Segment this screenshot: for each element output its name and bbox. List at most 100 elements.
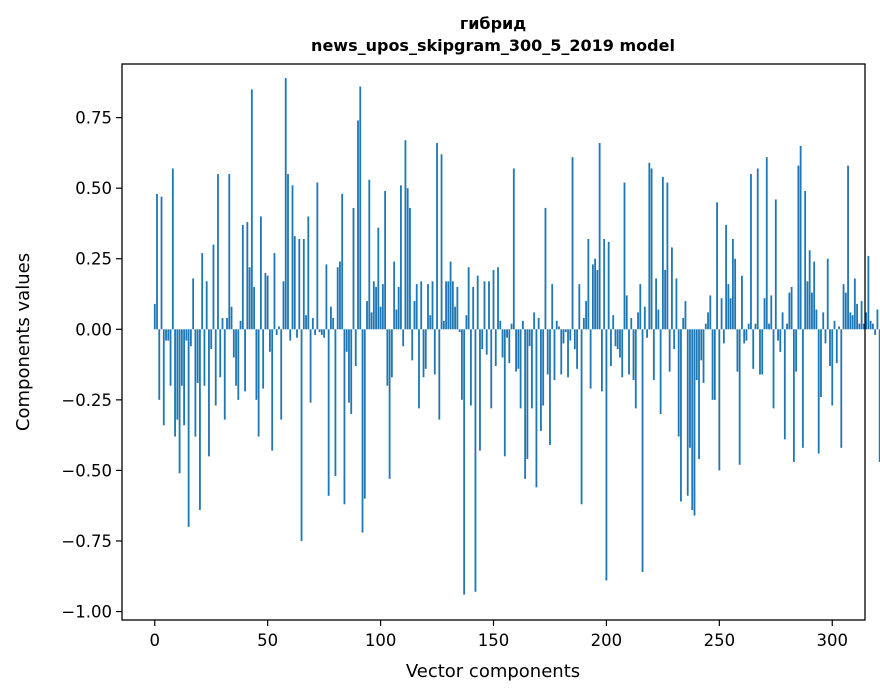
bar-215 xyxy=(639,284,642,330)
bar-130 xyxy=(447,281,450,330)
bar-15 xyxy=(187,329,190,527)
bar-77 xyxy=(327,329,330,496)
bar-183 xyxy=(567,329,569,378)
bar-230 xyxy=(673,329,676,350)
bar-122 xyxy=(429,315,432,330)
x-axis-ticks: 0 50 100 150 200 250 300 xyxy=(149,620,848,650)
bar-154 xyxy=(501,329,504,358)
bar-175 xyxy=(549,329,551,446)
bar-123 xyxy=(431,281,434,330)
bar-315 xyxy=(865,312,868,330)
bar-270 xyxy=(763,298,766,330)
bar-67 xyxy=(305,315,307,330)
bar-165 xyxy=(526,329,529,460)
bar-256 xyxy=(731,238,734,330)
x-tick-label-50: 50 xyxy=(257,631,278,650)
bar-317 xyxy=(869,320,872,330)
bar-9 xyxy=(174,329,176,437)
bar-258 xyxy=(736,329,739,372)
bar-36 xyxy=(235,329,237,386)
bar-189 xyxy=(580,329,583,505)
bar-47 xyxy=(259,216,262,330)
bar-43 xyxy=(250,89,253,330)
bar-10 xyxy=(176,329,179,420)
bar-171 xyxy=(540,329,542,431)
bar-78 xyxy=(329,306,332,330)
bar-129 xyxy=(445,281,447,330)
bar-251 xyxy=(720,298,723,330)
bar-226 xyxy=(664,270,667,330)
bar-186 xyxy=(573,329,576,350)
bar-307 xyxy=(847,165,849,330)
bar-80 xyxy=(334,329,337,477)
bar-246 xyxy=(709,295,712,330)
bar-273 xyxy=(770,295,773,330)
bar-71 xyxy=(314,329,316,335)
bar-55 xyxy=(278,326,280,330)
bar-110 xyxy=(402,329,405,347)
bar-7 xyxy=(169,329,172,386)
bar-310 xyxy=(853,278,856,330)
bar-52 xyxy=(271,329,274,451)
bar-83 xyxy=(341,193,344,330)
chart-title-line-1: гибрид xyxy=(460,14,526,33)
bar-53 xyxy=(273,253,276,330)
bar-85 xyxy=(345,329,348,352)
bar-222 xyxy=(655,278,658,330)
bar-319 xyxy=(874,329,877,335)
bar-8 xyxy=(171,168,174,330)
bar-188 xyxy=(578,284,581,330)
bar-304 xyxy=(840,329,843,448)
bar-161 xyxy=(517,329,520,369)
bar-63 xyxy=(296,329,298,338)
bar-266 xyxy=(754,323,757,330)
bar-155 xyxy=(503,329,506,457)
bar-143 xyxy=(476,275,479,330)
bar-295 xyxy=(820,329,822,398)
bar-199 xyxy=(603,238,606,330)
chart-title-line-2: news_upos_skipgram_300_5_2019 model xyxy=(311,36,675,55)
y-tick-label-3: −0.25 xyxy=(61,391,112,410)
bar-263 xyxy=(747,323,750,330)
bar-103 xyxy=(386,329,389,386)
bar-137 xyxy=(463,329,466,595)
bar-166 xyxy=(528,329,531,347)
bar-95 xyxy=(368,179,371,330)
bar-17 xyxy=(192,278,195,330)
bar-305 xyxy=(842,284,845,330)
bar-191 xyxy=(585,301,587,330)
bar-126 xyxy=(438,329,441,420)
x-tick-label-100: 100 xyxy=(365,631,397,650)
bar-203 xyxy=(612,315,615,330)
bar-125 xyxy=(436,143,438,330)
bar-297 xyxy=(824,329,827,344)
bar-282 xyxy=(790,286,793,330)
bar-292 xyxy=(813,261,816,330)
bar-245 xyxy=(707,312,709,330)
bar-18 xyxy=(194,329,197,437)
bar-285 xyxy=(797,165,800,330)
bar-272 xyxy=(768,323,770,330)
bar-235 xyxy=(684,301,687,330)
bar-149 xyxy=(490,329,493,409)
bar-242 xyxy=(700,329,703,361)
bar-298 xyxy=(826,258,829,330)
bar-93 xyxy=(363,329,366,499)
bar-59 xyxy=(287,174,289,330)
bar-244 xyxy=(704,323,707,330)
bar-220 xyxy=(650,168,653,330)
bar-287 xyxy=(801,329,804,448)
bar-142 xyxy=(474,329,477,592)
bar-46 xyxy=(257,329,260,437)
bar-187 xyxy=(576,329,578,369)
bar-211 xyxy=(630,318,633,330)
bar-1 xyxy=(156,193,158,330)
bar-283 xyxy=(792,329,795,462)
bar-35 xyxy=(232,329,235,358)
bar-37 xyxy=(237,329,240,400)
bar-82 xyxy=(339,261,341,330)
bar-224 xyxy=(659,329,662,414)
bar-100 xyxy=(379,306,382,330)
bar-131 xyxy=(449,261,452,330)
